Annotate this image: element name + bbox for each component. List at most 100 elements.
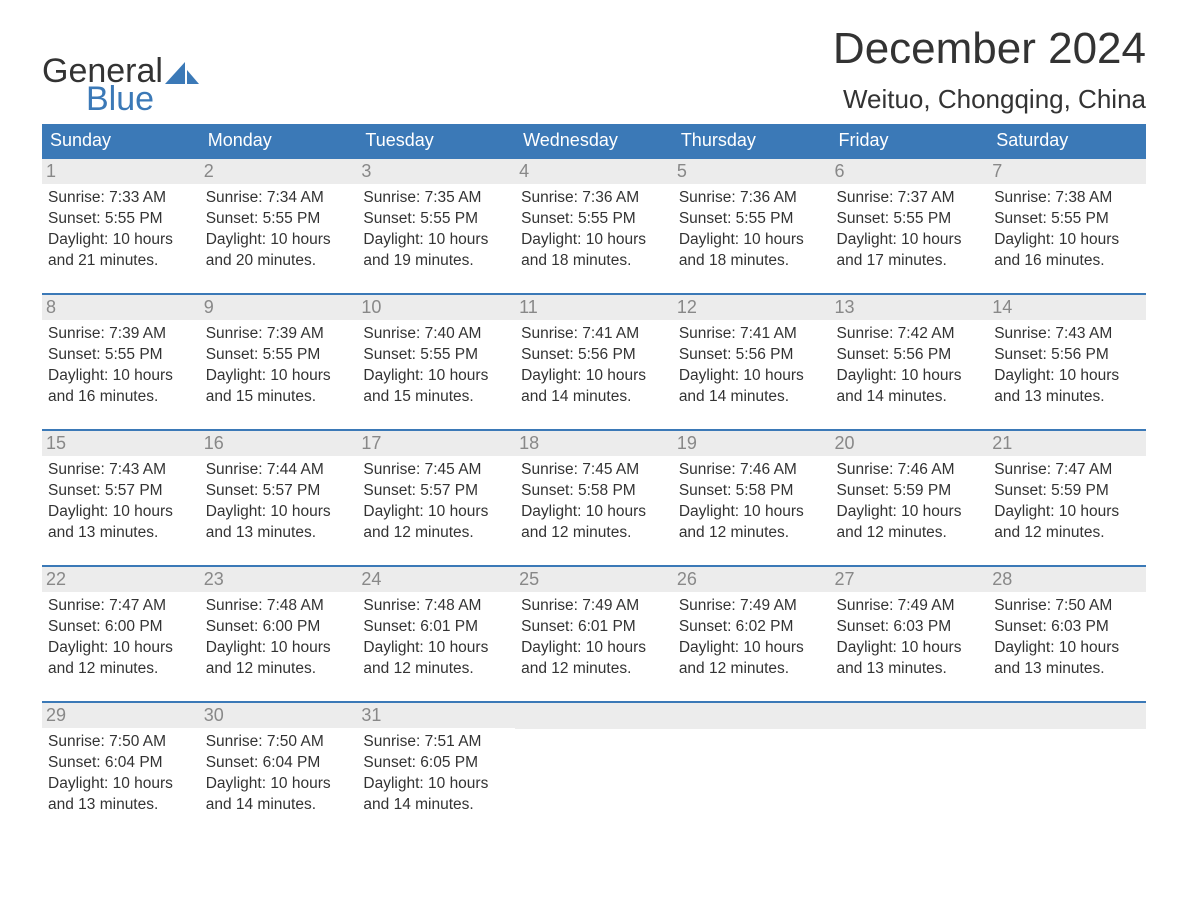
- day-sunset: Sunset: 5:58 PM: [521, 481, 667, 502]
- day-sunset: Sunset: 5:56 PM: [521, 345, 667, 366]
- day-sunset: Sunset: 6:04 PM: [48, 753, 194, 774]
- day-cell: 27Sunrise: 7:49 AMSunset: 6:03 PMDayligh…: [831, 566, 989, 702]
- day-sunrise: Sunrise: 7:37 AM: [837, 188, 983, 209]
- week-row: 1Sunrise: 7:33 AMSunset: 5:55 PMDaylight…: [42, 158, 1146, 294]
- day-dl1: Daylight: 10 hours: [206, 502, 352, 523]
- day-number: 6: [831, 159, 989, 184]
- day-dl1: Daylight: 10 hours: [206, 638, 352, 659]
- day-sunrise: Sunrise: 7:47 AM: [48, 596, 194, 617]
- day-dl1: Daylight: 10 hours: [679, 502, 825, 523]
- logo: General Blue: [42, 24, 199, 116]
- day-number: 19: [673, 431, 831, 456]
- day-number: 5: [673, 159, 831, 184]
- day-number: 4: [515, 159, 673, 184]
- day-cell: 9Sunrise: 7:39 AMSunset: 5:55 PMDaylight…: [200, 294, 358, 430]
- day-dl2: and 13 minutes.: [837, 659, 983, 680]
- day-dl2: and 14 minutes.: [206, 795, 352, 816]
- day-cell: 10 Sunrise: 7:40 AMSunset: 5:55 PMDayligh…: [357, 294, 515, 430]
- day-sunset: Sunset: 5:59 PM: [837, 481, 983, 502]
- day-body: Sunrise: 7:45 AMSunset: 5:57 PMDaylight:…: [363, 460, 509, 544]
- day-body: Sunrise: 7:48 AMSunset: 6:00 PMDaylight:…: [206, 596, 352, 680]
- day-sunset: Sunset: 5:55 PM: [206, 209, 352, 230]
- day-sunset: Sunset: 5:56 PM: [679, 345, 825, 366]
- day-sunrise: Sunrise: 7:49 AM: [837, 596, 983, 617]
- day-cell: [988, 702, 1146, 838]
- day-cell: 2Sunrise: 7:34 AMSunset: 5:55 PMDaylight…: [200, 158, 358, 294]
- day-dl2: and 21 minutes.: [48, 251, 194, 272]
- day-body: Sunrise: 7:40 AMSunset: 5:55 PMDaylight:…: [363, 324, 509, 408]
- day-body: Sunrise: 7:42 AMSunset: 5:56 PMDaylight:…: [837, 324, 983, 408]
- day-dl2: and 16 minutes.: [994, 251, 1140, 272]
- day-cell: 31Sunrise: 7:51 AMSunset: 6:05 PMDayligh…: [357, 702, 515, 838]
- day-sunset: Sunset: 5:58 PM: [679, 481, 825, 502]
- day-cell: 22Sunrise: 7:47 AMSunset: 6:00 PMDayligh…: [42, 566, 200, 702]
- day-sunset: Sunset: 5:57 PM: [363, 481, 509, 502]
- day-dl2: and 12 minutes.: [679, 523, 825, 544]
- day-number: 20: [831, 431, 989, 456]
- day-cell: 26Sunrise: 7:49 AMSunset: 6:02 PMDayligh…: [673, 566, 831, 702]
- month-title: December 2024: [833, 24, 1146, 74]
- day-sunset: Sunset: 5:55 PM: [206, 345, 352, 366]
- day-cell: 14Sunrise: 7:43 AMSunset: 5:56 PMDayligh…: [988, 294, 1146, 430]
- day-body: Sunrise: 7:36 AMSunset: 5:55 PMDaylight:…: [679, 188, 825, 272]
- day-dl1: Daylight: 10 hours: [521, 638, 667, 659]
- day-number: 15: [42, 431, 200, 456]
- day-sunset: Sunset: 5:57 PM: [206, 481, 352, 502]
- day-sunset: Sunset: 6:01 PM: [521, 617, 667, 638]
- day-cell: 15Sunrise: 7:43 AMSunset: 5:57 PMDayligh…: [42, 430, 200, 566]
- day-dl1: Daylight: 10 hours: [48, 774, 194, 795]
- day-number: 10: [357, 295, 515, 320]
- day-number: 13: [831, 295, 989, 320]
- day-sunrise: Sunrise: 7:36 AM: [521, 188, 667, 209]
- day-sunrise: Sunrise: 7:49 AM: [521, 596, 667, 617]
- header-saturday: Saturday: [988, 124, 1146, 158]
- day-body: Sunrise: 7:45 AMSunset: 5:58 PMDaylight:…: [521, 460, 667, 544]
- day-number: 17: [357, 431, 515, 456]
- day-body: Sunrise: 7:50 AMSunset: 6:04 PMDaylight:…: [48, 732, 194, 816]
- day-number: 30: [200, 703, 358, 728]
- empty-day: [988, 703, 1146, 729]
- day-dl2: and 12 minutes.: [521, 523, 667, 544]
- day-body: Sunrise: 7:33 AMSunset: 5:55 PMDaylight:…: [48, 188, 194, 272]
- day-dl2: and 20 minutes.: [206, 251, 352, 272]
- day-dl2: and 14 minutes.: [679, 387, 825, 408]
- day-dl1: Daylight: 10 hours: [994, 502, 1140, 523]
- day-sunrise: Sunrise: 7:44 AM: [206, 460, 352, 481]
- day-number: 27: [831, 567, 989, 592]
- day-dl2: and 12 minutes.: [206, 659, 352, 680]
- day-sunrise: Sunrise: 7:46 AM: [679, 460, 825, 481]
- location-text: Weituo, Chongqing, China: [833, 84, 1146, 115]
- header-thursday: Thursday: [673, 124, 831, 158]
- day-body: Sunrise: 7:41 AMSunset: 5:56 PMDaylight:…: [679, 324, 825, 408]
- day-sunset: Sunset: 5:55 PM: [48, 345, 194, 366]
- day-dl2: and 12 minutes.: [837, 523, 983, 544]
- day-sunset: Sunset: 5:55 PM: [994, 209, 1140, 230]
- day-cell: 6Sunrise: 7:37 AMSunset: 5:55 PMDaylight…: [831, 158, 989, 294]
- day-dl1: Daylight: 10 hours: [363, 230, 509, 251]
- day-dl1: Daylight: 10 hours: [206, 230, 352, 251]
- day-cell: 1Sunrise: 7:33 AMSunset: 5:55 PMDaylight…: [42, 158, 200, 294]
- header-wednesday: Wednesday: [515, 124, 673, 158]
- day-sunset: Sunset: 5:57 PM: [48, 481, 194, 502]
- day-dl1: Daylight: 10 hours: [521, 502, 667, 523]
- day-dl2: and 18 minutes.: [521, 251, 667, 272]
- day-body: Sunrise: 7:49 AMSunset: 6:01 PMDaylight:…: [521, 596, 667, 680]
- week-row: 8Sunrise: 7:39 AMSunset: 5:55 PMDaylight…: [42, 294, 1146, 430]
- day-number: 25: [515, 567, 673, 592]
- day-number: 29: [42, 703, 200, 728]
- day-number: 7: [988, 159, 1146, 184]
- day-body: Sunrise: 7:47 AMSunset: 5:59 PMDaylight:…: [994, 460, 1140, 544]
- day-dl1: Daylight: 10 hours: [679, 366, 825, 387]
- day-sunset: Sunset: 5:55 PM: [48, 209, 194, 230]
- day-sunrise: Sunrise: 7:48 AM: [206, 596, 352, 617]
- day-dl1: Daylight: 10 hours: [837, 502, 983, 523]
- day-header-row: Sunday Monday Tuesday Wednesday Thursday…: [42, 124, 1146, 158]
- day-number: 12: [673, 295, 831, 320]
- day-cell: 20Sunrise: 7:46 AMSunset: 5:59 PMDayligh…: [831, 430, 989, 566]
- day-dl1: Daylight: 10 hours: [837, 230, 983, 251]
- header-tuesday: Tuesday: [357, 124, 515, 158]
- day-body: Sunrise: 7:35 AMSunset: 5:55 PMDaylight:…: [363, 188, 509, 272]
- day-number: 18: [515, 431, 673, 456]
- day-number: 31: [357, 703, 515, 728]
- day-dl1: Daylight: 10 hours: [363, 638, 509, 659]
